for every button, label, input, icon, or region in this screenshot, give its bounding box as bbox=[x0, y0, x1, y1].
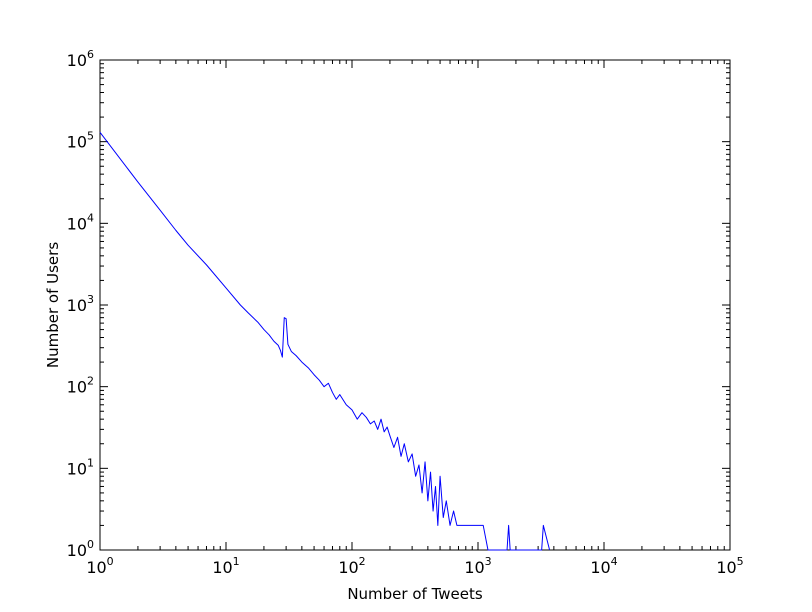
y-tick-label: 102 bbox=[67, 375, 94, 397]
plot-frame bbox=[99, 59, 731, 551]
x-tick-label: 105 bbox=[716, 555, 743, 577]
y-tick-label: 100 bbox=[67, 538, 94, 560]
x-tick-label: 101 bbox=[212, 555, 239, 577]
series-line bbox=[99, 132, 551, 551]
y-tick-label: 106 bbox=[67, 48, 94, 70]
series-group bbox=[99, 132, 551, 551]
x-axis-label: Number of Tweets bbox=[347, 585, 483, 603]
y-tick-label: 105 bbox=[67, 130, 94, 152]
y-axis: 100 101 102 103 104 105 106 bbox=[67, 48, 730, 560]
x-tick-label: 103 bbox=[464, 555, 491, 577]
y-tick-label: 103 bbox=[67, 293, 94, 315]
x-tick-label: 102 bbox=[338, 555, 365, 577]
y-axis-label: Number of Users bbox=[44, 242, 62, 368]
x-tick-label: 104 bbox=[590, 555, 617, 577]
y-tick-label: 104 bbox=[67, 211, 94, 233]
x-tick-label: 100 bbox=[86, 555, 113, 577]
y-tick-label: 101 bbox=[67, 456, 94, 478]
x-axis: 100 101 102 103 104 105 bbox=[86, 60, 744, 577]
